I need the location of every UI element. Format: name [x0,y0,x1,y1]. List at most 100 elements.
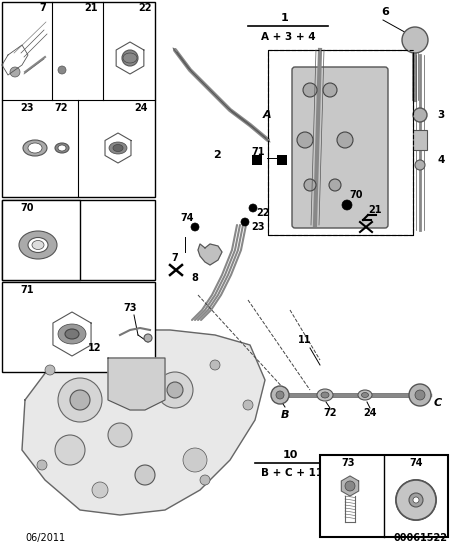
Text: 11: 11 [298,335,312,345]
Text: 70: 70 [349,190,363,200]
Text: 06/2011: 06/2011 [25,533,65,543]
Bar [2,200,155,280]
Circle shape [135,465,155,485]
Text: 1: 1 [281,13,289,23]
Ellipse shape [46,345,98,359]
Ellipse shape [23,140,47,156]
Bar [268,50,413,235]
Text: 24: 24 [363,408,377,418]
Ellipse shape [32,240,44,250]
Circle shape [241,218,249,226]
Circle shape [415,390,425,400]
Ellipse shape [109,142,127,154]
Text: 22: 22 [256,208,270,218]
Text: 8: 8 [192,273,198,283]
Ellipse shape [55,143,69,153]
Polygon shape [108,358,165,410]
Circle shape [45,365,55,375]
Bar [320,455,448,537]
Bar [277,155,287,165]
Circle shape [415,160,425,170]
Text: A: A [263,110,271,120]
Circle shape [10,67,20,77]
Bar [2,2,155,197]
Ellipse shape [113,145,123,151]
Circle shape [58,378,102,422]
Circle shape [271,386,289,404]
Circle shape [396,480,436,520]
Ellipse shape [12,226,64,264]
Polygon shape [116,42,144,74]
Circle shape [122,50,138,66]
Circle shape [337,132,353,148]
Circle shape [402,27,428,53]
Polygon shape [22,330,265,515]
Circle shape [157,372,193,408]
Circle shape [243,400,253,410]
Circle shape [413,497,419,503]
Text: 7: 7 [171,253,178,263]
Text: C: C [434,398,442,408]
Text: 12: 12 [88,343,102,353]
Circle shape [396,480,436,520]
Ellipse shape [58,145,66,151]
Circle shape [191,223,199,231]
Ellipse shape [317,389,333,401]
Circle shape [329,179,341,191]
Text: 3: 3 [438,110,445,120]
Circle shape [58,66,66,74]
Polygon shape [2,45,28,75]
Polygon shape [342,476,359,496]
Text: 22: 22 [139,3,152,13]
Circle shape [249,204,257,212]
Text: 21: 21 [368,205,382,215]
Polygon shape [53,312,91,356]
Text: 2: 2 [213,150,221,160]
Text: 7: 7 [39,3,46,13]
Bar [268,50,413,235]
Ellipse shape [65,329,79,339]
Circle shape [55,435,85,465]
Circle shape [303,83,317,97]
Text: 71: 71 [20,285,33,295]
Ellipse shape [397,485,435,515]
Circle shape [167,382,183,398]
Bar [252,155,262,165]
Text: 71: 71 [251,147,265,157]
Ellipse shape [28,143,42,153]
Polygon shape [53,62,71,78]
Text: 74: 74 [180,213,194,223]
Circle shape [297,132,313,148]
Text: 73: 73 [341,458,355,468]
Bar [2,282,155,372]
Ellipse shape [58,324,86,344]
Circle shape [183,448,207,472]
Ellipse shape [358,390,372,400]
Circle shape [92,482,108,498]
Circle shape [409,384,431,406]
Ellipse shape [19,231,57,259]
Text: 24: 24 [135,103,148,113]
Polygon shape [198,244,222,265]
Ellipse shape [361,393,369,398]
Text: 73: 73 [123,303,137,313]
Text: 6: 6 [381,7,389,17]
Circle shape [413,108,427,122]
Circle shape [409,493,423,507]
Bar [2,200,80,280]
Polygon shape [105,133,131,163]
Text: B + C + 11: B + C + 11 [261,468,323,478]
FancyBboxPatch shape [292,67,388,228]
Text: 10: 10 [282,450,298,460]
Text: A + 3 + 4: A + 3 + 4 [261,32,315,42]
Bar [413,130,427,150]
Circle shape [37,460,47,470]
Text: 4: 4 [437,155,445,165]
Circle shape [276,391,284,399]
Text: 72: 72 [323,408,337,418]
Text: 74: 74 [409,458,423,468]
Ellipse shape [28,238,48,252]
Text: 21: 21 [85,3,98,13]
Circle shape [304,179,316,191]
Text: 70: 70 [20,203,33,213]
